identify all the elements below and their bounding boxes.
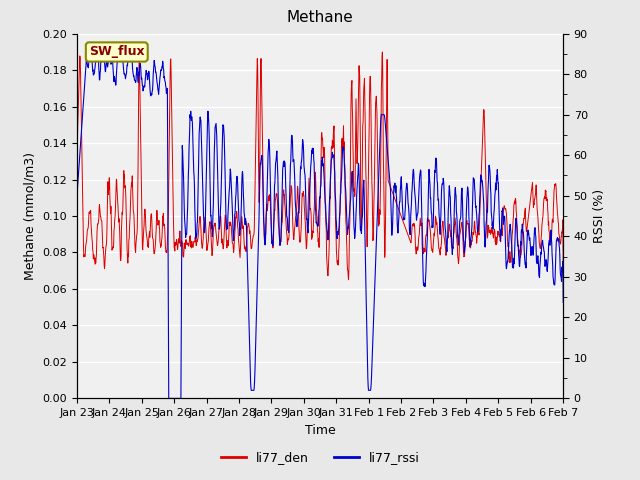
X-axis label: Time: Time	[305, 424, 335, 437]
Text: SW_flux: SW_flux	[89, 46, 145, 59]
Y-axis label: Methane (mmol/m3): Methane (mmol/m3)	[24, 152, 36, 280]
Text: Methane: Methane	[287, 10, 353, 24]
Legend: li77_den, li77_rssi: li77_den, li77_rssi	[216, 446, 424, 469]
Y-axis label: RSSI (%): RSSI (%)	[593, 189, 606, 243]
